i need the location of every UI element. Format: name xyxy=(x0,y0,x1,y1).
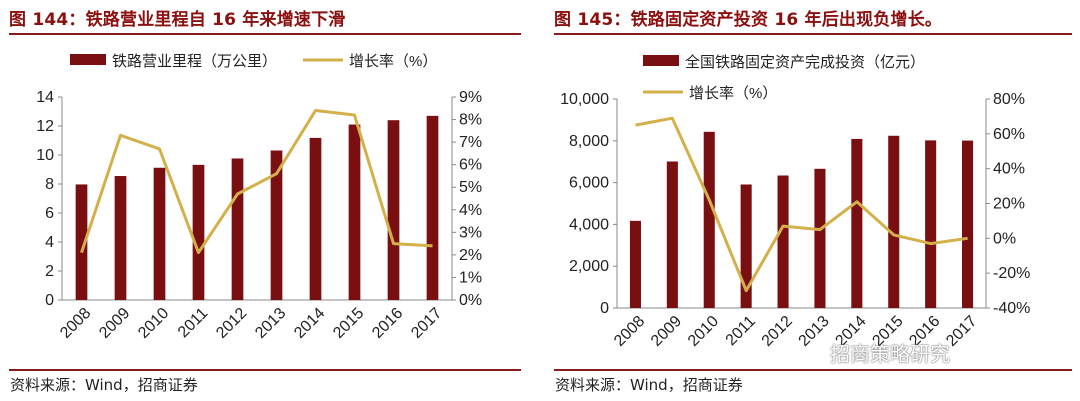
right-tick-label: 7% xyxy=(459,134,482,151)
right-tick-label: -40% xyxy=(993,300,1030,317)
right-tick-label: -20% xyxy=(993,265,1030,282)
right-tick-label: 1% xyxy=(459,269,482,286)
bar xyxy=(387,120,400,300)
bar xyxy=(192,164,205,300)
legend-label: 增长率（%） xyxy=(349,53,437,70)
bar xyxy=(703,131,715,308)
source-note: 资料来源：Wind，招商证券 xyxy=(10,376,198,394)
left-tick-label: 8,000 xyxy=(569,133,609,150)
left-tick-label: 0 xyxy=(45,292,54,309)
right-tick-label: 0% xyxy=(459,292,482,309)
chart-panel-railway-investment: 图 145：铁路固定资产投资 16 年后出现负增长。 0 2,000 4,000 6,… xyxy=(545,0,1080,401)
bar xyxy=(309,137,322,300)
chart-title: 图 144：铁路营业里程自 16 年来增速下滑 xyxy=(9,10,346,30)
bar xyxy=(777,175,789,308)
source-rule xyxy=(9,369,521,371)
left-tick-label: 10 xyxy=(36,147,54,164)
x-tick-label: 2008 xyxy=(57,305,94,342)
x-tick-label: 2015 xyxy=(330,305,367,342)
right-tick-label: 80% xyxy=(993,91,1025,108)
chart-panel-railway-mileage: 图 144：铁路营业里程自 16 年来增速下滑 0 2 4 6 8 10 12 14 0% 1% 2… xyxy=(0,0,528,401)
x-tick-label: 2016 xyxy=(369,305,406,342)
left-tick-label: 6,000 xyxy=(569,175,609,192)
bar xyxy=(925,140,937,308)
bar xyxy=(153,167,166,300)
right-tick-label: 8% xyxy=(459,112,482,129)
left-tick-label: 10,000 xyxy=(560,91,609,108)
right-tick-label: 2% xyxy=(459,247,482,264)
bar xyxy=(270,150,283,300)
x-tick-label: 2014 xyxy=(291,305,328,342)
x-tick-label: 2013 xyxy=(252,305,289,342)
right-tick-label: 9% xyxy=(459,89,482,106)
bar xyxy=(962,140,974,308)
bar xyxy=(629,220,641,308)
legend-bar-swatch xyxy=(70,54,106,65)
source-rule xyxy=(554,369,1072,371)
right-tick-label: 0% xyxy=(993,230,1016,247)
legend-label: 全国铁路固定资产完成投资（亿元） xyxy=(685,53,925,71)
bar xyxy=(231,158,244,300)
right-tick-label: 40% xyxy=(993,161,1025,178)
left-tick-label: 4 xyxy=(45,234,54,251)
bar xyxy=(666,161,678,308)
x-tick-label: 2009 xyxy=(648,313,685,350)
legend-label: 铁路营业里程（万公里） xyxy=(112,53,277,70)
right-tick-label: 3% xyxy=(459,224,482,241)
left-tick-label: 14 xyxy=(36,89,54,106)
growth-line xyxy=(635,116,968,293)
x-tick-label: 2013 xyxy=(796,313,833,350)
x-tick-label: 2011 xyxy=(175,305,211,341)
bar xyxy=(888,135,900,308)
x-tick-label: 2009 xyxy=(96,305,133,342)
right-tick-label: 5% xyxy=(459,179,482,196)
x-tick-label: 2010 xyxy=(135,305,172,342)
title-rule xyxy=(554,33,1072,35)
bar xyxy=(75,184,88,300)
left-tick-label: 4,000 xyxy=(569,216,609,233)
bar xyxy=(348,124,361,300)
left-tick-label: 2 xyxy=(45,263,54,280)
right-tick-label: 4% xyxy=(459,202,482,219)
left-tick-label: 8 xyxy=(45,176,54,193)
left-tick-label: 0 xyxy=(600,300,609,317)
x-tick-label: 2012 xyxy=(213,305,250,342)
x-tick-label: 2008 xyxy=(611,313,648,350)
x-tick-label: 2017 xyxy=(408,305,445,342)
bar xyxy=(740,184,752,308)
bar xyxy=(851,138,863,308)
left-tick-label: 12 xyxy=(36,118,54,135)
bar xyxy=(114,176,127,300)
x-tick-label: 2010 xyxy=(685,313,722,350)
right-tick-label: 6% xyxy=(459,157,482,174)
bar xyxy=(426,115,439,300)
investment-chart-svg: 0 2,000 4,000 6,000 8,000 10,000 -40% -20% 0% 20%… xyxy=(560,53,1030,350)
x-tick-label: 2011 xyxy=(723,313,759,349)
bar xyxy=(814,168,826,308)
right-tick-label: 60% xyxy=(993,126,1025,143)
left-tick-label: 2,000 xyxy=(569,258,609,275)
source-note: 资料来源：Wind，招商证券 xyxy=(555,376,743,394)
legend-bar-swatch xyxy=(643,55,679,66)
left-tick-label: 6 xyxy=(45,205,54,222)
growth-line xyxy=(80,109,433,255)
legend-label: 增长率（%） xyxy=(689,85,777,102)
chart-title: 图 145：铁路固定资产投资 16 年后出现负增长。 xyxy=(554,10,943,30)
right-tick-label: 20% xyxy=(993,196,1025,213)
watermark: 招商策略研究 xyxy=(830,342,950,366)
x-tick-label: 2012 xyxy=(759,313,796,350)
title-rule xyxy=(9,33,521,35)
